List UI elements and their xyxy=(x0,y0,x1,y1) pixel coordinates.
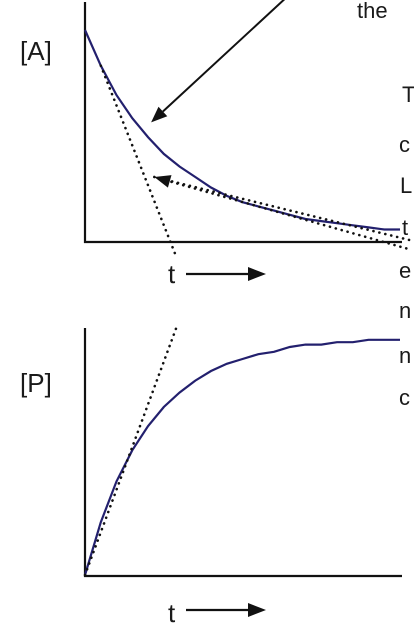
side-text-7: n xyxy=(399,343,411,368)
side-text-3: L xyxy=(400,173,412,198)
x-axis-label-time: t xyxy=(168,598,176,628)
right-arrow-icon xyxy=(186,267,266,281)
side-text-1: T xyxy=(402,82,414,107)
side-text-5: e xyxy=(399,258,411,283)
right-arrow-icon xyxy=(186,603,266,617)
side-text-8: c xyxy=(399,385,410,410)
reactant-decay-chart: [A] t xyxy=(20,0,411,289)
side-text-0: the xyxy=(357,0,388,23)
series-layer xyxy=(83,29,411,259)
tangent-line-1 xyxy=(99,64,178,259)
side-text-4: t xyxy=(402,215,408,240)
annotation-layer xyxy=(151,0,408,250)
concentration-curve xyxy=(83,338,400,576)
tangent-line-1 xyxy=(83,326,178,577)
side-text-column: the T c L t e n n c xyxy=(357,0,414,410)
arrowhead-1 xyxy=(154,175,172,188)
x-axis-label-time: t xyxy=(168,259,176,289)
y-axis-label-product: [P] xyxy=(20,368,52,398)
arrowhead-0 xyxy=(151,106,168,123)
product-growth-chart: [P] t xyxy=(20,326,402,628)
curve-pointer-arrow xyxy=(162,0,286,113)
tangent-pointer-arrow xyxy=(168,180,408,250)
series-layer xyxy=(83,326,400,577)
y-axis-label-reactant: [A] xyxy=(20,36,52,66)
tangent-line-2 xyxy=(153,175,411,242)
side-text-2: c xyxy=(399,132,410,157)
side-text-6: n xyxy=(399,298,411,323)
